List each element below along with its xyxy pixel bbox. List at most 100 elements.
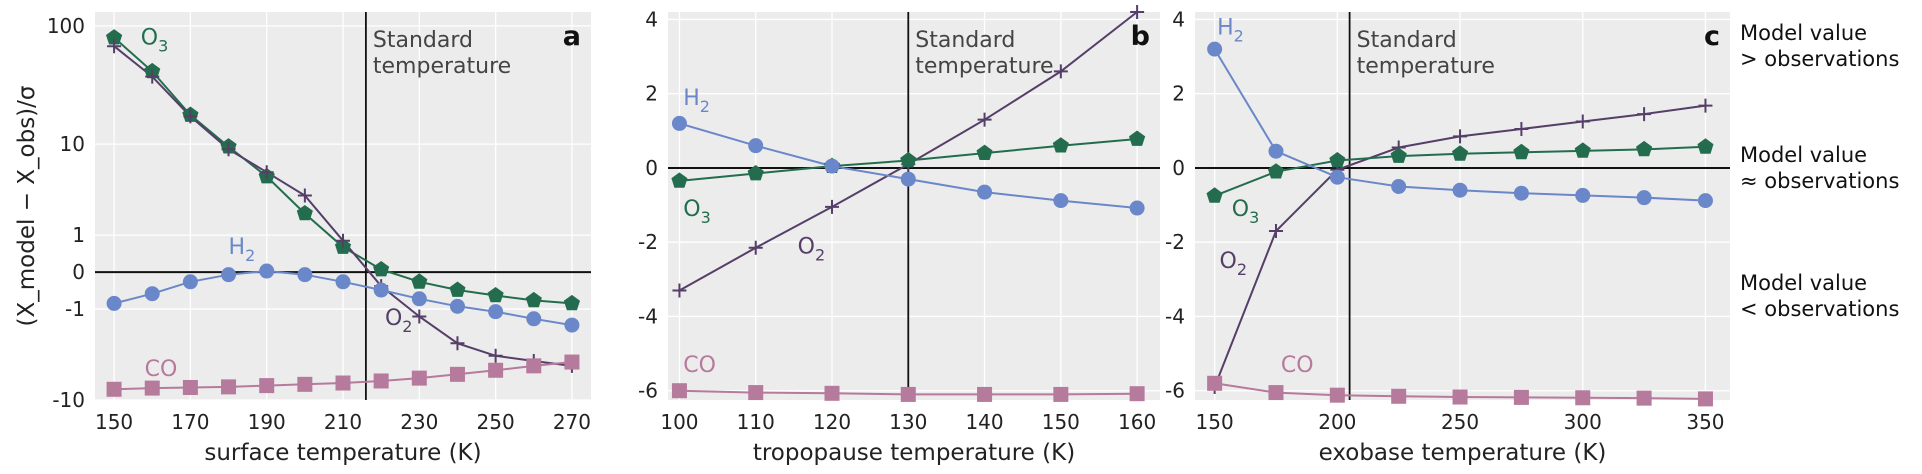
- data-point-CO: [1329, 387, 1345, 403]
- data-point-CO: [1207, 375, 1223, 391]
- data-point-H2: [335, 274, 351, 290]
- data-point-H2: [1513, 185, 1529, 201]
- data-point-O2: [1453, 129, 1468, 144]
- data-point-O3: [1329, 152, 1346, 168]
- data-point-H2: [564, 317, 580, 333]
- data-point-O2: [1514, 121, 1529, 136]
- y-tick-label: 100: [47, 14, 85, 38]
- data-point-CO: [1636, 390, 1652, 406]
- x-tick-label: 120: [813, 410, 851, 434]
- data-point-O2: [145, 69, 160, 84]
- y-axis-label: (X_model − X_obs)/σ: [14, 86, 40, 327]
- side-label-equal-line1: Model value: [1740, 143, 1867, 167]
- y-tick-label: -4: [638, 304, 658, 328]
- standard-temperature-label: Standard: [1357, 28, 1457, 53]
- side-label-below-line2: < observations: [1740, 297, 1899, 321]
- standard-temperature-label: Standard: [373, 28, 473, 53]
- data-point-O2: [1130, 5, 1145, 19]
- y-tick-label: 10: [60, 132, 85, 156]
- data-point-CO: [1129, 386, 1145, 402]
- data-point-H2: [671, 115, 687, 131]
- data-point-H2: [1697, 193, 1713, 209]
- data-point-O2: [1053, 64, 1068, 79]
- x-tick-label: 250: [477, 410, 515, 434]
- x-axis-label: tropopause temperature (K): [753, 440, 1075, 466]
- data-point-CO: [373, 373, 389, 389]
- data-point-O3: [1206, 187, 1223, 203]
- x-axis-label: exobase temperature (K): [1319, 440, 1607, 466]
- x-tick-label: 350: [1686, 410, 1724, 434]
- y-tick-label: 2: [645, 82, 658, 106]
- data-point-H2: [1391, 179, 1407, 195]
- x-tick-label: 270: [553, 410, 591, 434]
- standard-temperature-label: temperature: [1357, 54, 1495, 79]
- data-point-O2: [1268, 224, 1283, 239]
- y-tick-label: -2: [1165, 230, 1185, 254]
- data-point-CO: [297, 376, 313, 392]
- data-point-H2: [182, 274, 198, 290]
- data-point-CO: [564, 354, 580, 370]
- data-point-CO: [1513, 389, 1529, 405]
- data-point-H2: [977, 184, 993, 200]
- data-point-O3: [1129, 130, 1146, 146]
- data-point-H2: [1452, 182, 1468, 198]
- panel-letter: b: [1131, 21, 1150, 52]
- x-tick-label: 130: [889, 410, 927, 434]
- data-point-O3: [1574, 142, 1591, 158]
- data-point-H2: [488, 304, 504, 320]
- data-point-H2: [824, 158, 840, 174]
- data-point-O2: [825, 199, 839, 214]
- data-point-O3: [1390, 147, 1407, 163]
- data-point-O2: [672, 283, 687, 298]
- y-tick-label: -4: [1165, 304, 1185, 328]
- y-tick-label: -6: [638, 379, 658, 403]
- y-tick-label: 0: [72, 260, 85, 284]
- data-point-CO: [1268, 385, 1284, 401]
- series-label-O3: O3: [1232, 197, 1260, 227]
- data-point-O2: [183, 109, 198, 124]
- data-point-H2: [297, 267, 313, 283]
- data-point-H2: [748, 138, 764, 154]
- plot-background: [668, 12, 1160, 400]
- y-tick-label: 4: [645, 7, 658, 31]
- y-tick-label: 0: [1172, 156, 1185, 180]
- data-point-CO: [106, 381, 122, 397]
- standard-temperature-label: temperature: [373, 54, 511, 79]
- side-annotations: Model value > observations Model value ≈…: [1740, 21, 1899, 321]
- data-point-H2: [373, 282, 389, 298]
- data-point-O3: [106, 29, 123, 45]
- data-point-CO: [526, 358, 542, 374]
- x-tick-label: 230: [400, 410, 438, 434]
- x-tick-label: 160: [1118, 410, 1156, 434]
- data-point-CO: [900, 386, 916, 402]
- data-point-O2: [412, 309, 427, 324]
- plot-background: [1195, 12, 1730, 400]
- series-label-CO: CO: [683, 353, 716, 378]
- data-point-O2: [336, 233, 350, 248]
- series-label-CO: CO: [145, 357, 178, 382]
- x-tick-label: 250: [1441, 410, 1479, 434]
- data-point-O3: [747, 165, 764, 181]
- data-point-CO: [1452, 389, 1468, 405]
- data-point-O2: [1637, 107, 1652, 122]
- data-point-H2: [900, 171, 916, 187]
- panel-c: 4 2 0 -2 -4 -6 150 200 250 300 350 Standardtemperat…: [1165, 7, 1730, 466]
- data-point-O3: [525, 291, 542, 308]
- data-point-O2: [450, 336, 465, 351]
- data-point-H2: [144, 286, 160, 302]
- data-point-H2: [259, 263, 275, 279]
- data-point-O3: [900, 152, 917, 168]
- side-label-above-line2: > observations: [1740, 47, 1899, 71]
- data-point-O2: [1698, 98, 1713, 113]
- data-point-H2: [526, 311, 542, 327]
- data-point-O3: [1697, 138, 1714, 154]
- data-point-O3: [1636, 140, 1653, 157]
- data-point-O3: [296, 205, 313, 221]
- x-tick-label: 110: [737, 410, 775, 434]
- data-point-CO: [221, 379, 237, 395]
- y-tick-label: 4: [1172, 7, 1185, 31]
- y-tick-label: -1: [65, 297, 85, 321]
- data-point-O3: [976, 144, 993, 160]
- data-point-O2: [748, 240, 763, 255]
